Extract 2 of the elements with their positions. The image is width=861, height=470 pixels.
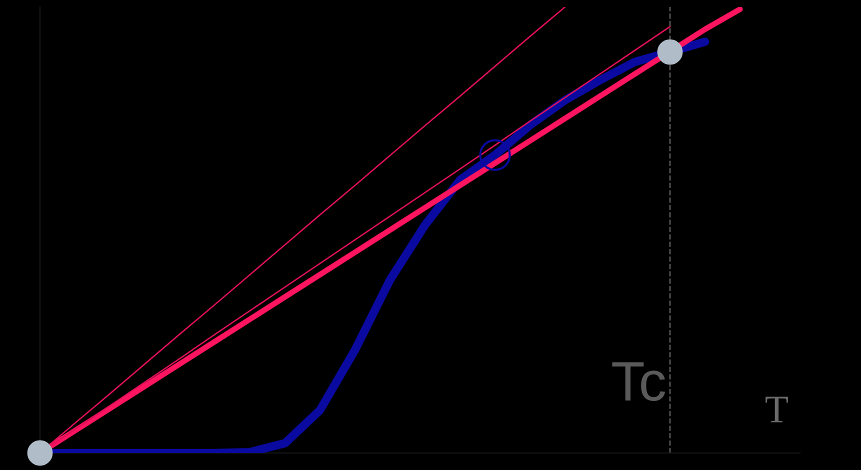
annotation: Tc bbox=[612, 362, 666, 402]
x-axis-title: T bbox=[766, 396, 788, 422]
